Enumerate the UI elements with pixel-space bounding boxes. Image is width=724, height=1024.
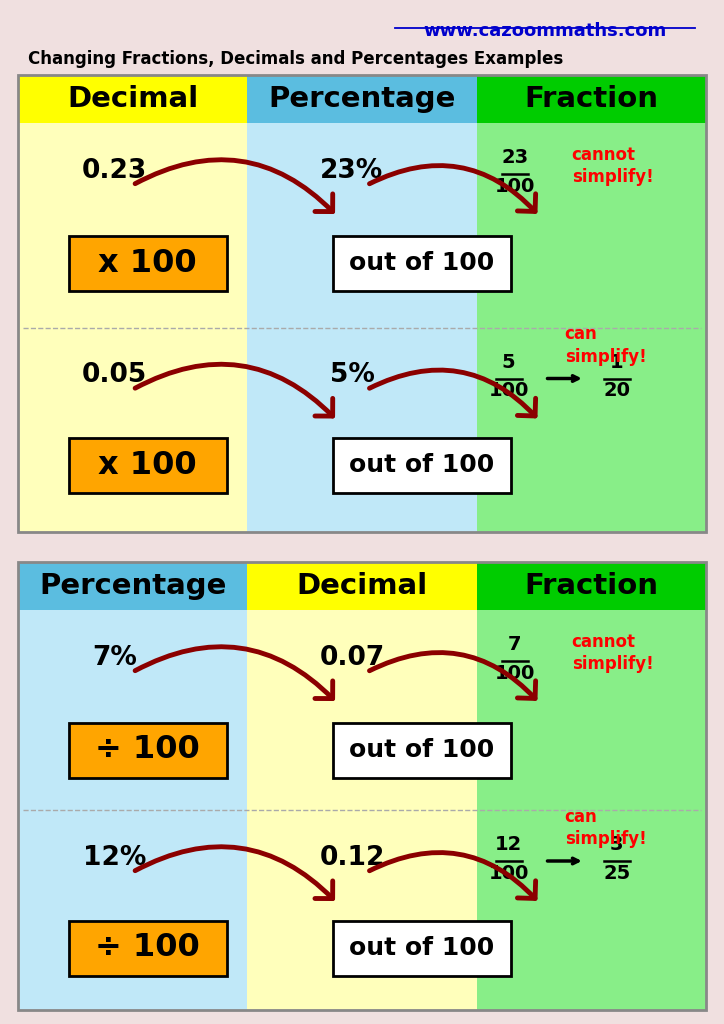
Text: 100: 100 bbox=[489, 864, 529, 883]
FancyArrowPatch shape bbox=[369, 652, 536, 698]
Text: 100: 100 bbox=[489, 382, 529, 400]
Text: 23: 23 bbox=[501, 148, 529, 167]
FancyBboxPatch shape bbox=[333, 723, 511, 777]
FancyBboxPatch shape bbox=[69, 236, 227, 291]
Bar bbox=[476, 75, 706, 123]
Text: can
simplify!: can simplify! bbox=[565, 326, 647, 366]
Bar bbox=[18, 562, 706, 1010]
Text: Decimal: Decimal bbox=[67, 85, 198, 113]
Text: 0.07: 0.07 bbox=[319, 645, 384, 671]
Text: 0.05: 0.05 bbox=[82, 362, 147, 388]
Text: can
simplify!: can simplify! bbox=[565, 808, 647, 848]
Text: out of 100: out of 100 bbox=[350, 738, 494, 762]
Text: 100: 100 bbox=[494, 664, 535, 683]
Text: Fraction: Fraction bbox=[524, 85, 658, 113]
Bar bbox=[18, 562, 248, 610]
FancyArrowPatch shape bbox=[369, 166, 536, 212]
Text: ÷ 100: ÷ 100 bbox=[96, 933, 200, 964]
Text: ÷ 100: ÷ 100 bbox=[96, 734, 200, 766]
Text: 20: 20 bbox=[603, 382, 630, 400]
FancyBboxPatch shape bbox=[69, 723, 227, 777]
Text: 7: 7 bbox=[508, 635, 521, 654]
FancyArrowPatch shape bbox=[369, 853, 536, 898]
Text: x 100: x 100 bbox=[98, 248, 197, 279]
Text: www.cazoommaths.com: www.cazoommaths.com bbox=[424, 22, 667, 40]
Bar bbox=[248, 562, 476, 1010]
Text: 100: 100 bbox=[494, 177, 535, 196]
Text: x 100: x 100 bbox=[98, 450, 197, 481]
FancyArrowPatch shape bbox=[135, 365, 333, 416]
FancyBboxPatch shape bbox=[69, 921, 227, 976]
Text: cannot
simplify!: cannot simplify! bbox=[572, 145, 654, 186]
Text: Changing Fractions, Decimals and Percentages Examples: Changing Fractions, Decimals and Percent… bbox=[28, 50, 563, 68]
Text: 0.23: 0.23 bbox=[82, 158, 147, 184]
Text: 1: 1 bbox=[610, 352, 623, 372]
Text: 5: 5 bbox=[502, 352, 515, 372]
Text: 12: 12 bbox=[495, 835, 522, 854]
Bar bbox=[18, 75, 248, 123]
Bar bbox=[18, 75, 706, 532]
Text: Percentage: Percentage bbox=[269, 85, 455, 113]
Text: 5%: 5% bbox=[329, 362, 374, 388]
Text: out of 100: out of 100 bbox=[350, 454, 494, 477]
Text: 7%: 7% bbox=[92, 645, 137, 671]
Bar bbox=[248, 75, 476, 532]
FancyBboxPatch shape bbox=[333, 438, 511, 493]
Text: 0.12: 0.12 bbox=[319, 845, 384, 871]
FancyBboxPatch shape bbox=[333, 236, 511, 291]
FancyArrowPatch shape bbox=[135, 847, 333, 899]
Text: 12%: 12% bbox=[83, 845, 146, 871]
FancyArrowPatch shape bbox=[135, 160, 333, 212]
Text: out of 100: out of 100 bbox=[350, 251, 494, 275]
Text: Fraction: Fraction bbox=[524, 572, 658, 600]
Text: 25: 25 bbox=[603, 864, 631, 883]
Bar bbox=[248, 75, 476, 123]
FancyArrowPatch shape bbox=[135, 647, 333, 698]
Bar bbox=[476, 562, 706, 1010]
Bar bbox=[476, 75, 706, 532]
Text: Percentage: Percentage bbox=[39, 572, 227, 600]
Text: cannot
simplify!: cannot simplify! bbox=[572, 633, 654, 673]
FancyBboxPatch shape bbox=[69, 438, 227, 493]
FancyBboxPatch shape bbox=[333, 921, 511, 976]
Bar bbox=[18, 75, 248, 532]
Text: out of 100: out of 100 bbox=[350, 936, 494, 961]
Bar bbox=[248, 562, 476, 610]
Text: 23%: 23% bbox=[321, 158, 384, 184]
Bar bbox=[476, 562, 706, 610]
Bar bbox=[18, 562, 248, 1010]
Text: Decimal: Decimal bbox=[296, 572, 428, 600]
Text: 3: 3 bbox=[610, 835, 623, 854]
FancyArrowPatch shape bbox=[369, 370, 536, 416]
